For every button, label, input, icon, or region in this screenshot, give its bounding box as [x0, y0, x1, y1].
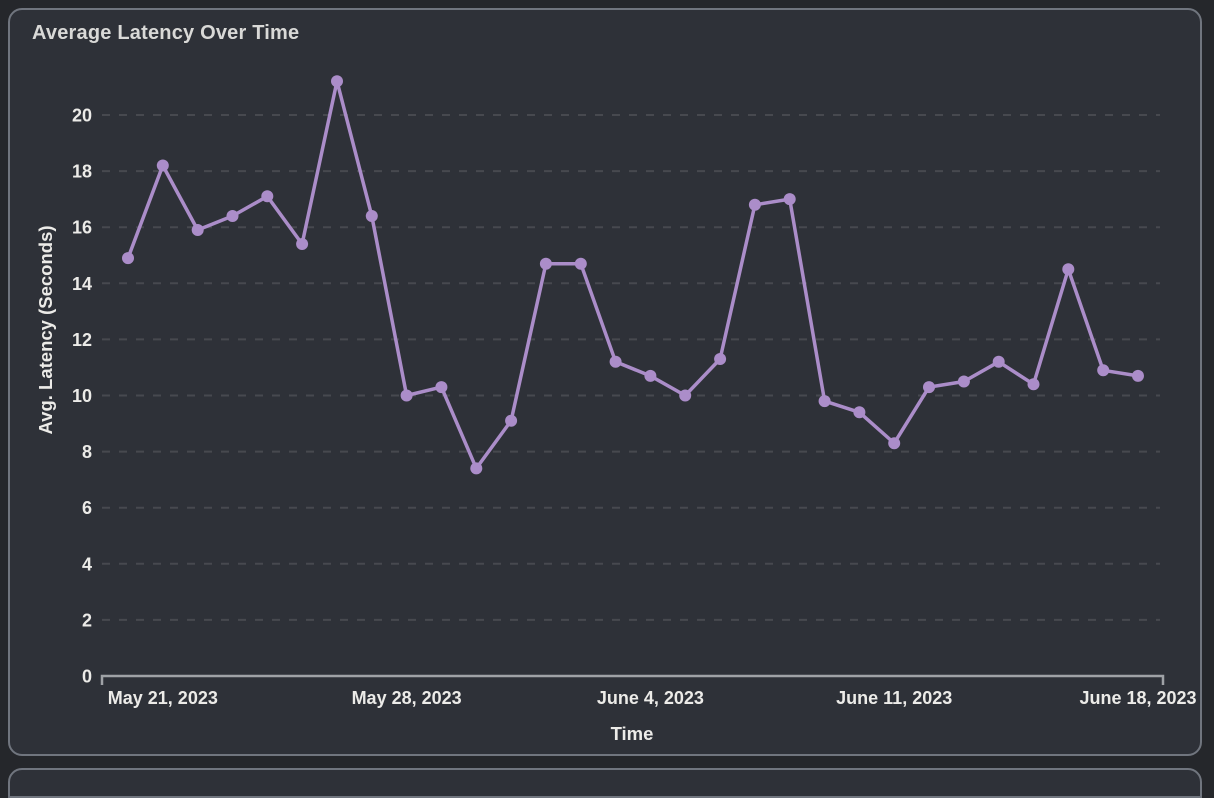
data-point-marker [365, 210, 378, 222]
data-point-marker [296, 238, 309, 250]
data-point-marker [923, 381, 935, 394]
data-point-marker [1132, 369, 1144, 382]
data-point-marker [191, 224, 204, 236]
data-point-marker [435, 381, 448, 394]
y-tick-label: 20 [72, 106, 92, 126]
y-tick-label: 14 [72, 274, 92, 294]
data-point-marker [156, 159, 169, 172]
x-tick-label: June 4, 2023 [597, 688, 704, 708]
y-tick-label: 12 [72, 330, 92, 350]
data-point-marker [679, 389, 692, 402]
y-axis-title: Avg. Latency (Seconds) [35, 225, 56, 434]
data-point-marker [1062, 263, 1075, 276]
data-point-marker [331, 75, 343, 88]
x-axis-title: Time [611, 723, 654, 744]
data-point-marker [957, 375, 970, 388]
data-point-marker [226, 210, 239, 222]
chart-title: Average Latency Over Time [32, 22, 300, 44]
x-tick-label: June 18, 2023 [1079, 688, 1196, 708]
y-tick-label: 2 [82, 610, 92, 630]
x-tick-label: June 11, 2023 [836, 688, 952, 708]
data-point-marker [505, 414, 518, 427]
dashboard-page: { "page": { "background_color": "#25272b… [8, 8, 1202, 798]
y-tick-label: 10 [72, 386, 92, 406]
x-tick-label: May 21, 2023 [108, 688, 218, 708]
data-point-marker [400, 389, 413, 402]
data-point-marker [748, 198, 761, 211]
y-tick-label: 8 [82, 442, 92, 462]
y-tick-label: 4 [82, 554, 92, 574]
data-point-marker [539, 257, 552, 270]
data-point-marker [783, 193, 796, 206]
latency-series-line [126, 79, 1140, 471]
data-point-marker [714, 353, 727, 365]
data-point-marker [261, 190, 274, 203]
y-tick-label: 0 [82, 667, 92, 687]
x-axis-line [100, 674, 1165, 685]
data-point-marker [1097, 364, 1110, 377]
data-point-marker [1027, 378, 1040, 391]
y-tick-label: 16 [72, 218, 92, 238]
data-point-marker [992, 355, 1005, 368]
data-point-marker [853, 406, 866, 419]
y-tick-label: 18 [72, 162, 92, 182]
data-point-marker [574, 257, 587, 270]
data-point-marker [470, 462, 483, 475]
data-point-marker [888, 437, 901, 450]
data-point-marker [122, 252, 134, 265]
latency-chart-card [8, 8, 1202, 756]
data-point-marker [609, 355, 622, 368]
x-tick-label: May 28, 2023 [352, 688, 462, 708]
data-point-marker [818, 395, 831, 408]
data-point-marker [644, 369, 657, 382]
y-tick-label: 6 [82, 498, 92, 518]
latency-line-chart-canvas: 0 2 4 6 8 10 12 14 16 18 20 May 21, 2023 May 28, 202… [35, 75, 1197, 744]
